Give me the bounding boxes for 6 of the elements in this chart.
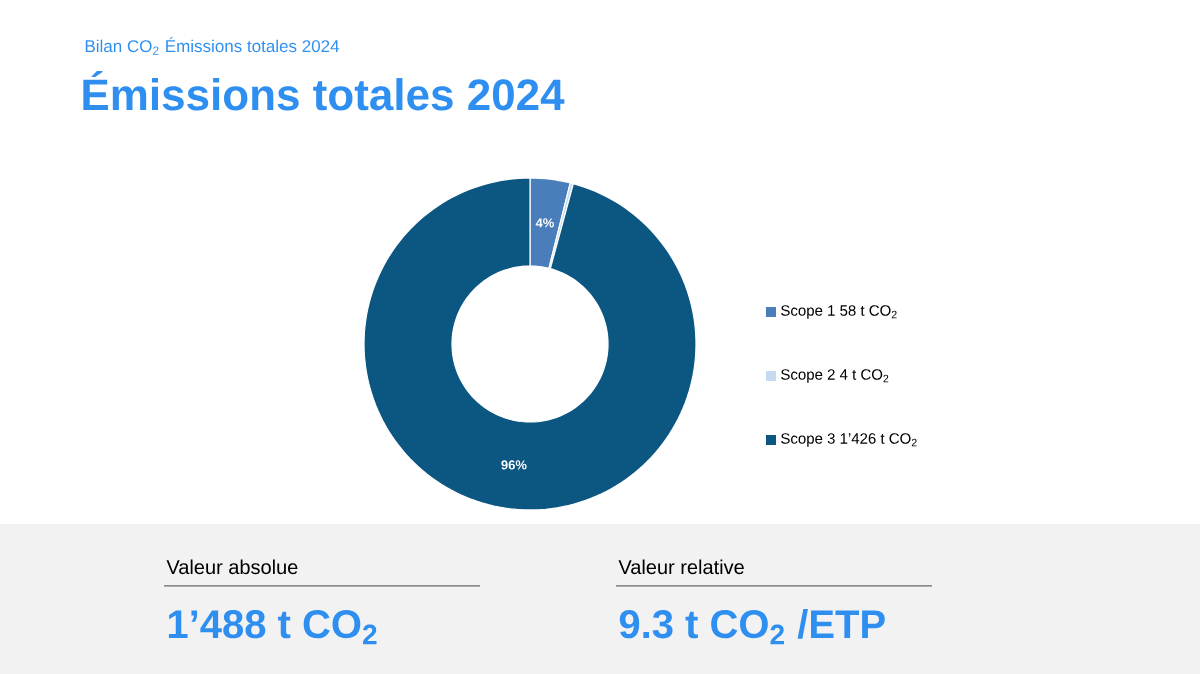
text: Valeur absolue (166, 559, 298, 575)
text: 1’488 t CO$_{2}$ (168, 610, 377, 645)
text: 9.3 t CO$_{2}$ /ETP (619, 608, 885, 645)
text: Valeur relative (618, 559, 744, 575)
text: Bilan CO$_{2}$ Émissions totales 2024 (85, 37, 340, 55)
chart-title: Émissions totales 2024 (83, 71, 565, 111)
